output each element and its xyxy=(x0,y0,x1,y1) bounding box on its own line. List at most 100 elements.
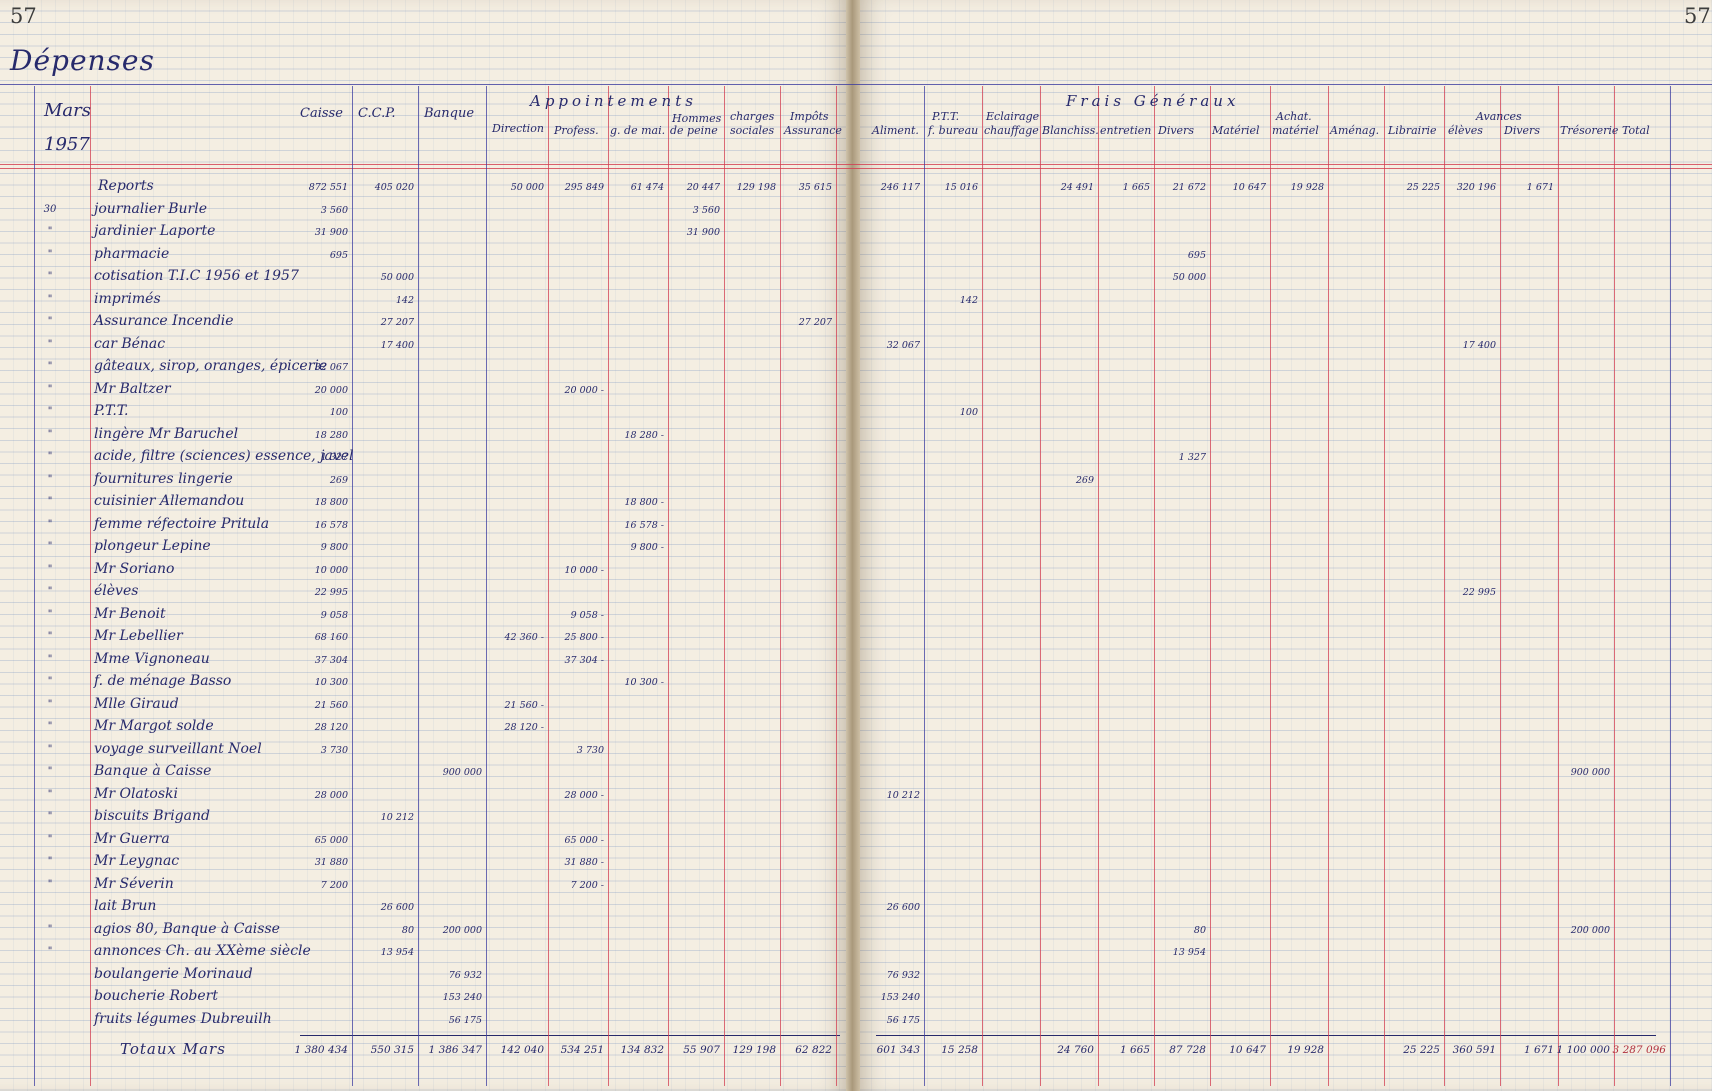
totals-rule-right xyxy=(876,1035,1656,1036)
row-day: " xyxy=(47,293,53,305)
header-amenag: Aménag. xyxy=(1330,124,1380,137)
cell-reports-aliment: 246 117 xyxy=(880,182,920,193)
total-impots: 62 822 xyxy=(795,1044,832,1056)
header-divers2: Divers xyxy=(1504,124,1540,137)
header-caisse: Caisse xyxy=(300,106,343,121)
total-ccp: 550 315 xyxy=(370,1044,414,1056)
cell-profess: 65 000 - xyxy=(564,834,604,846)
cell-caisse: 18 280 xyxy=(314,429,348,441)
header-chauffage: chauffage xyxy=(984,124,1039,137)
header-f-bureau: f. bureau xyxy=(928,124,979,137)
total-achat: 19 928 xyxy=(1287,1044,1324,1056)
cell-caisse: 10 300 xyxy=(314,677,348,688)
cell-caisse: 16 578 xyxy=(314,519,348,531)
column-rule xyxy=(548,86,549,1086)
row-label: plongeur Lepine xyxy=(94,538,211,554)
row-label: fournitures lingerie xyxy=(94,470,233,487)
header-tresorerie: Trésorerie xyxy=(1560,124,1619,137)
column-rule xyxy=(486,86,487,1086)
cell-reports-impots: 35 615 xyxy=(798,182,832,193)
cell-caisse: 21 560 xyxy=(314,699,348,711)
ledger-title: Dépenses xyxy=(10,44,155,77)
cell-reports-caisse: 872 551 xyxy=(308,182,348,193)
cell-aliment: 76 932 xyxy=(886,969,920,981)
row-label: imprimés xyxy=(94,290,161,307)
total-blanchiss: 24 760 xyxy=(1057,1044,1094,1056)
cell-profess: 9 058 - xyxy=(570,609,604,621)
header-bottom-rule-2 xyxy=(0,168,1712,169)
column-rule xyxy=(1614,86,1615,1086)
header-materiel: Matériel xyxy=(1212,124,1260,137)
column-rule xyxy=(1444,86,1445,1086)
row-day: " xyxy=(47,923,53,935)
cell-blanchiss: 269 xyxy=(1075,474,1094,486)
cell-caisse: 18 800 xyxy=(314,497,348,508)
ledger-page-left xyxy=(0,0,848,1091)
row-label: Mr Lebellier xyxy=(94,628,183,644)
column-rule xyxy=(1328,86,1329,1086)
total-divers: 87 728 xyxy=(1169,1044,1206,1056)
cell-ccp: 50 000 xyxy=(380,272,414,283)
cell-banque: 153 240 xyxy=(442,992,482,1003)
cell-eleves: 17 400 xyxy=(1462,339,1496,351)
header-sociales: sociales xyxy=(730,124,775,137)
cell-caisse: 9 058 xyxy=(320,609,348,621)
cell-impots: 27 207 xyxy=(798,317,832,328)
cell-tresorerie: 200 000 xyxy=(1570,924,1610,936)
cell-ccp: 27 207 xyxy=(380,317,414,328)
cell-ccp: 13 954 xyxy=(380,947,414,958)
row-label: annonces Ch. au XXème siècle xyxy=(94,943,311,959)
column-rule xyxy=(1098,86,1099,1086)
cell-reports-direction: 50 000 xyxy=(510,182,544,193)
row-label: f. de ménage Basso xyxy=(94,673,232,689)
row-label: Assurance Incendie xyxy=(94,313,234,329)
row-label-totals: Totaux Mars xyxy=(120,1040,226,1058)
row-day: " xyxy=(47,586,53,597)
total-hommes: 55 907 xyxy=(683,1044,720,1056)
column-rule xyxy=(418,86,419,1086)
cell-divers: 695 xyxy=(1187,249,1206,261)
row-day: " xyxy=(47,248,53,260)
total-banque: 1 386 347 xyxy=(428,1044,482,1056)
row-label: fruits légumes Dubreuilh xyxy=(94,1010,272,1027)
row-label: cuisinier Allemandou xyxy=(94,493,245,509)
column-rule xyxy=(1384,86,1385,1086)
cell-aliment: 56 175 xyxy=(886,1014,920,1026)
cell-reports-hommes: 20 447 xyxy=(686,182,720,193)
row-day: " xyxy=(47,271,53,282)
cell-caisse: 269 xyxy=(329,474,348,486)
cell-ptt: 100 xyxy=(959,407,978,418)
cell-divers: 13 954 xyxy=(1172,947,1206,958)
cell-caisse: 7 200 xyxy=(320,879,348,891)
cell-direction: 21 560 - xyxy=(504,699,544,711)
row-label: femme réfectoire Pritula xyxy=(94,515,270,532)
header-librairie: Librairie xyxy=(1388,124,1437,137)
cell-caisse: 3 560 xyxy=(320,204,348,216)
cell-banque: 56 175 xyxy=(448,1014,482,1026)
row-label: Mr Soriano xyxy=(94,560,175,577)
cell-reports-ptt: 15 016 xyxy=(944,182,978,193)
cell-profess: 28 000 - xyxy=(564,789,604,801)
row-label: car Bénac xyxy=(94,335,166,352)
cell-ccp: 80 xyxy=(401,924,414,936)
header-aliment: Aliment. xyxy=(872,124,919,137)
row-label: pharmacie xyxy=(94,245,170,262)
column-rule xyxy=(1040,86,1041,1086)
page-number-right: 57 xyxy=(1684,4,1711,28)
header-banque: Banque xyxy=(424,106,475,121)
header-hommes: Hommes xyxy=(672,112,722,125)
row-day: " xyxy=(47,856,53,867)
row-label: élèves xyxy=(94,583,139,599)
cell-gdemai: 18 800 - xyxy=(624,497,664,508)
row-day: " xyxy=(47,518,53,530)
row-label: lait Brun xyxy=(94,898,157,914)
row-label: cotisation T.I.C 1956 et 1957 xyxy=(94,268,299,284)
cell-ccp: 142 xyxy=(395,294,414,306)
row-label-reports: Reports xyxy=(98,178,154,194)
header-charges: charges xyxy=(730,110,775,123)
cell-direction: 42 360 - xyxy=(504,632,544,643)
cell-tresorerie: 900 000 xyxy=(1570,767,1610,778)
cell-banque: 200 000 xyxy=(442,924,482,936)
cell-caisse: 22 995 xyxy=(314,587,348,598)
cell-profess: 31 880 - xyxy=(564,857,604,868)
